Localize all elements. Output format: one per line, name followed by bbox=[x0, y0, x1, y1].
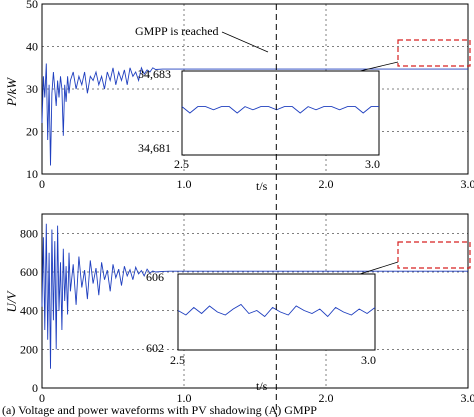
voltage-ticks: 0 200 400 600 800 0 1.0 2.0 3.0 bbox=[20, 226, 474, 405]
x-tick-label: 2.0 bbox=[319, 391, 334, 405]
gmpp-annotation: GMPP is reached bbox=[135, 24, 219, 38]
y-tick-label: 400 bbox=[20, 304, 38, 318]
x-tick-label: 1.0 bbox=[177, 177, 192, 191]
voltage-y-axis-label: U/V bbox=[4, 289, 19, 312]
y-tick-label: 40 bbox=[26, 40, 38, 54]
figure-caption: (a) Voltage and power waveforms with PV … bbox=[2, 403, 317, 417]
power-inset-pointer bbox=[359, 61, 399, 72]
x-tick-label: 0 bbox=[39, 391, 45, 405]
voltage-inset-y-label-bottom: 602 bbox=[146, 341, 164, 355]
y-tick-label: 0 bbox=[32, 381, 38, 395]
power-zoom-region bbox=[397, 39, 471, 67]
power-inset-area bbox=[181, 70, 380, 156]
y-tick-label: 800 bbox=[20, 226, 38, 240]
voltage-inset-pointer bbox=[359, 261, 399, 275]
power-inset-x-axis-label: t/s bbox=[256, 179, 268, 193]
voltage-series-line bbox=[41, 223, 468, 369]
power-inset-line bbox=[181, 106, 379, 114]
power-series-line bbox=[41, 63, 468, 166]
voltage-inset-y-label-top: 606 bbox=[146, 270, 164, 284]
x-tick-label: 3.0 bbox=[461, 177, 474, 191]
voltage-inset-x-label-right: 3.0 bbox=[361, 353, 376, 367]
power-chart: 10 20 30 40 50 0 1.0 2.0 3.0 P/kW GMPP is reache… bbox=[4, 0, 474, 193]
voltage-inset-x-axis-label: t/s bbox=[256, 379, 268, 393]
voltage-zoom-region bbox=[397, 241, 471, 269]
power-y-axis-label: P/kW bbox=[4, 77, 19, 107]
voltage-inset-x-label-left: 2.5 bbox=[170, 353, 185, 367]
y-tick-label: 20 bbox=[26, 125, 38, 139]
y-tick-label: 30 bbox=[26, 82, 38, 96]
gmpp-arrow bbox=[221, 31, 269, 53]
power-ticks: 10 20 30 40 50 0 1.0 2.0 3.0 bbox=[26, 0, 474, 191]
power-inset-y-label-top: 34,683 bbox=[138, 67, 171, 81]
y-tick-label: 200 bbox=[20, 342, 38, 356]
x-tick-label: 0 bbox=[39, 177, 45, 191]
power-inset: 34,683 34,681 2.5 3.0 t/s bbox=[138, 61, 399, 193]
power-inset-x-label-left: 2.5 bbox=[174, 157, 189, 171]
y-tick-label: 600 bbox=[20, 265, 38, 279]
x-tick-label: 1.0 bbox=[177, 391, 192, 405]
x-tick-label: 2.0 bbox=[319, 177, 334, 191]
power-inset-x-label-right: 3.0 bbox=[365, 157, 380, 171]
x-tick-label: 3.0 bbox=[461, 391, 474, 405]
y-tick-label: 50 bbox=[26, 0, 38, 11]
y-tick-label: 10 bbox=[26, 167, 38, 181]
power-inset-y-label-bottom: 34,681 bbox=[138, 141, 171, 155]
